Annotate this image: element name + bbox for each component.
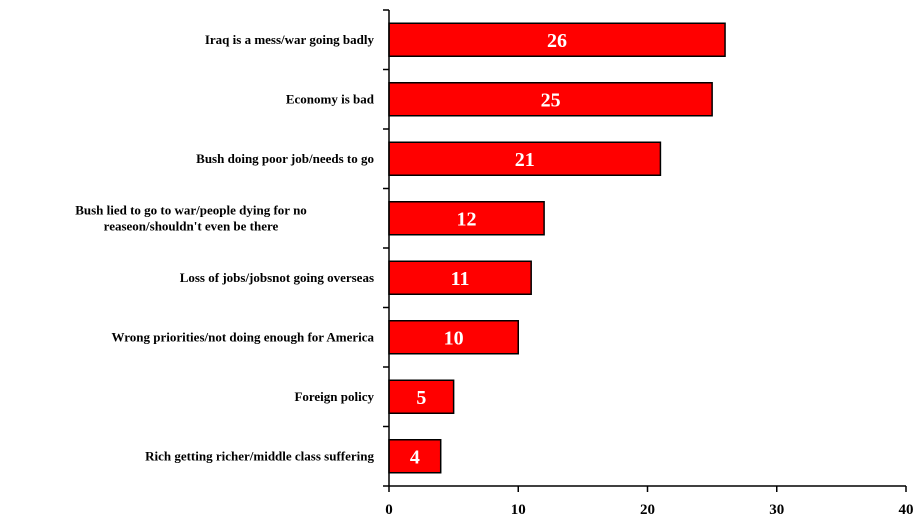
category-label-line: Foreign policy xyxy=(294,389,374,404)
bar-4 xyxy=(388,201,545,236)
data-label-1: 26 xyxy=(547,30,567,52)
category-label-2: Economy is bad xyxy=(286,91,375,106)
category-label-line: Bush doing poor job/needs to go xyxy=(196,151,374,166)
bars-layer xyxy=(388,22,726,474)
axes-layer: 0 10 20 30 40 xyxy=(383,9,914,518)
x-tick-label: 40 xyxy=(899,502,914,518)
category-label-8: Rich getting richer/middle class sufferi… xyxy=(145,448,374,463)
category-label-7: Foreign policy xyxy=(294,389,374,404)
data-label-8: 4 xyxy=(410,446,420,468)
x-tick-label: 10 xyxy=(511,502,526,518)
category-label-line: Loss of jobs/jobsnot going overseas xyxy=(180,270,374,285)
category-label-line: Bush lied to go to war/people dying for … xyxy=(75,202,307,217)
data-label-2: 25 xyxy=(541,89,561,111)
category-label-line: Economy is bad xyxy=(286,91,375,106)
category-label-1: Iraq is a mess/war going badly xyxy=(205,32,375,47)
data-labels-layer: 26 25 21 12 11 10 5 4 xyxy=(410,30,567,469)
data-label-7: 5 xyxy=(416,387,426,409)
data-label-5: 11 xyxy=(451,268,470,290)
bar-2 xyxy=(388,82,713,117)
bar-5 xyxy=(388,260,532,295)
category-label-line: Wrong priorities/not doing enough for Am… xyxy=(111,329,374,344)
x-tick-label: 20 xyxy=(640,502,655,518)
category-label-5: Loss of jobs/jobsnot going overseas xyxy=(180,270,374,285)
data-label-3: 21 xyxy=(515,149,535,171)
data-label-6: 10 xyxy=(444,327,464,349)
bar-3 xyxy=(388,141,662,176)
category-label-4: Bush lied to go to war/people dying for … xyxy=(75,202,307,233)
category-label-line: reaseon/shouldn't even be there xyxy=(104,218,279,233)
category-labels-layer: Iraq is a mess/war going badly Economy is… xyxy=(75,32,375,464)
x-tick-label: 30 xyxy=(769,502,784,518)
category-label-line: Iraq is a mess/war going badly xyxy=(205,32,375,47)
category-label-3: Bush doing poor job/needs to go xyxy=(196,151,374,166)
category-label-6: Wrong priorities/not doing enough for Am… xyxy=(111,329,374,344)
x-tick-label: 0 xyxy=(385,502,393,518)
category-label-line: Rich getting richer/middle class sufferi… xyxy=(145,448,374,463)
data-label-4: 12 xyxy=(457,208,477,230)
bar-7 xyxy=(388,379,455,414)
